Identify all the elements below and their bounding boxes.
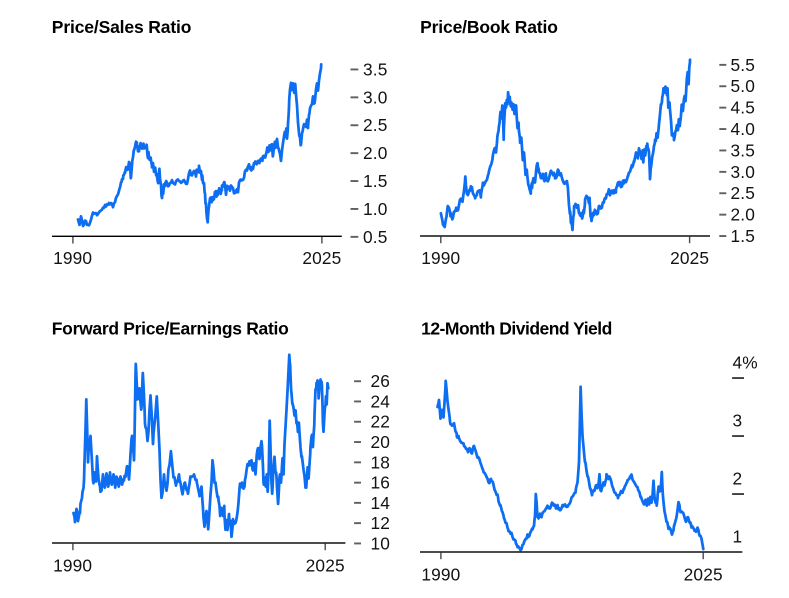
svg-text:3.5: 3.5: [363, 59, 387, 79]
svg-text:Price/Book Ratio: Price/Book Ratio: [420, 17, 558, 37]
svg-text:2.5: 2.5: [731, 183, 755, 203]
svg-text:3.5: 3.5: [731, 140, 755, 160]
svg-text:5.5: 5.5: [731, 55, 755, 75]
svg-text:2.0: 2.0: [363, 143, 387, 163]
svg-text:1990: 1990: [53, 248, 92, 268]
svg-text:Price/Sales Ratio: Price/Sales Ratio: [52, 17, 191, 37]
svg-text:2.5: 2.5: [363, 115, 387, 135]
svg-text:20: 20: [370, 432, 390, 452]
svg-text:2025: 2025: [684, 564, 723, 584]
svg-text:3: 3: [733, 411, 743, 431]
svg-text:3.0: 3.0: [731, 162, 755, 182]
svg-text:24: 24: [370, 391, 390, 411]
svg-text:26: 26: [370, 371, 390, 391]
svg-text:16: 16: [370, 473, 390, 493]
svg-text:1990: 1990: [53, 556, 92, 576]
svg-text:4.0: 4.0: [731, 119, 755, 139]
svg-text:2025: 2025: [302, 248, 341, 268]
svg-text:0.5: 0.5: [363, 227, 387, 247]
svg-text:4%: 4%: [733, 353, 758, 373]
svg-text:1.5: 1.5: [363, 171, 387, 191]
svg-text:22: 22: [370, 412, 390, 432]
svg-text:12-Month Dividend Yield: 12-Month Dividend Yield: [421, 319, 612, 339]
svg-text:3.0: 3.0: [363, 87, 387, 107]
svg-text:1.5: 1.5: [731, 226, 755, 246]
svg-text:1: 1: [733, 527, 743, 547]
svg-text:10: 10: [370, 533, 390, 553]
svg-text:Forward Price/Earnings Ratio: Forward Price/Earnings Ratio: [52, 319, 289, 339]
svg-text:5.0: 5.0: [731, 76, 755, 96]
svg-text:14: 14: [370, 493, 390, 513]
svg-text:1990: 1990: [421, 248, 460, 268]
svg-text:1.0: 1.0: [363, 199, 387, 219]
svg-text:2025: 2025: [306, 556, 345, 576]
svg-text:1990: 1990: [421, 564, 460, 584]
svg-text:2.0: 2.0: [731, 205, 755, 225]
svg-text:12: 12: [370, 513, 390, 533]
svg-text:4.5: 4.5: [731, 98, 755, 118]
svg-text:2: 2: [733, 469, 743, 489]
svg-text:2025: 2025: [670, 248, 709, 268]
svg-text:18: 18: [370, 452, 390, 472]
